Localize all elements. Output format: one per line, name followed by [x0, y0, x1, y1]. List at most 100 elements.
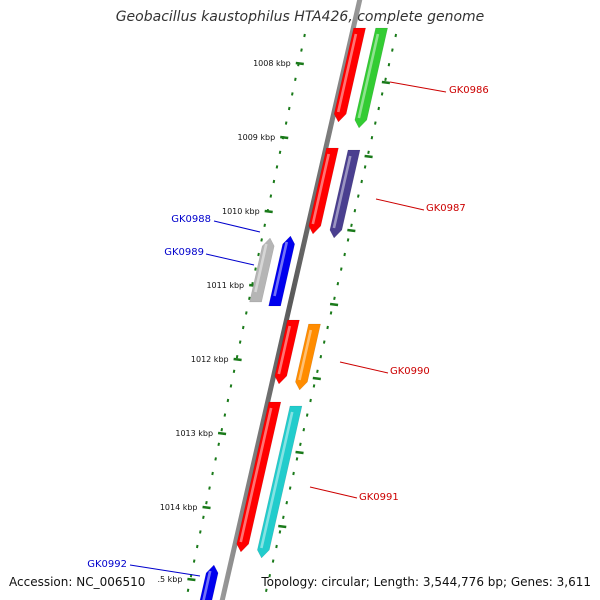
- outer-tick: [278, 530, 282, 534]
- major-tick: [381, 80, 391, 85]
- inner-tick: [214, 457, 217, 461]
- inner-tick: [217, 442, 220, 446]
- kbp-label: .5 kbp: [157, 575, 182, 584]
- inner-tick: [241, 325, 245, 330]
- cds-arrow-gk0987: [308, 147, 339, 235]
- gene-label-gk0988[interactable]: GK0988: [171, 214, 211, 225]
- inner-tick: [291, 92, 294, 96]
- outer-tick: [370, 136, 374, 140]
- outer-tick: [288, 486, 292, 490]
- outer-tick: [357, 194, 360, 198]
- outer-tick: [339, 267, 343, 271]
- major-tick: [217, 431, 227, 436]
- leader-line-gk0989: [205, 253, 255, 266]
- gene-arrow-gk0992: [199, 564, 219, 600]
- leader-line-gk0986: [389, 81, 447, 93]
- outer-tick: [343, 252, 346, 257]
- gene-label-gk0989[interactable]: GK0989: [164, 247, 204, 258]
- inner-tick: [300, 48, 303, 52]
- outer-tick: [394, 33, 398, 38]
- major-tick: [187, 577, 196, 582]
- outer-tick: [309, 398, 312, 403]
- cds-arrow-gk0986: [333, 27, 366, 123]
- outer-tick: [391, 48, 394, 52]
- inner-tick: [287, 106, 291, 111]
- outer-tick: [374, 121, 377, 125]
- inner-tick: [232, 369, 236, 373]
- outer-tick: [319, 355, 323, 359]
- kbp-label: 1010 kbp: [222, 207, 260, 216]
- outer-tick: [302, 428, 306, 432]
- tick-marks: [186, 33, 398, 592]
- outer-tick: [275, 544, 278, 549]
- cds-arrow-gk0990: [274, 319, 300, 385]
- outer-tick: [384, 77, 387, 81]
- inner-tick: [211, 471, 214, 476]
- inner-tick: [226, 398, 230, 403]
- outer-tick: [268, 574, 272, 578]
- outer-tick: [316, 369, 319, 373]
- inner-tick: [257, 252, 260, 257]
- gene-features: [199, 27, 388, 600]
- outer-tick: [363, 165, 367, 169]
- outer-tick: [380, 92, 384, 96]
- inner-tick: [199, 530, 202, 534]
- outer-tick: [265, 588, 268, 592]
- inner-tick: [263, 223, 266, 227]
- major-tick: [264, 209, 273, 214]
- gene-arrow-gk0988: [249, 237, 275, 303]
- gene-arrow-gk0990: [295, 323, 321, 391]
- leader-line-gk0990: [339, 361, 389, 374]
- outer-tick: [387, 63, 391, 67]
- gene-label-gk0992[interactable]: GK0992: [87, 559, 127, 570]
- inner-tick: [223, 413, 227, 417]
- backbone-line: [219, 0, 363, 600]
- inner-tick: [186, 588, 190, 592]
- outer-tick: [333, 296, 336, 300]
- gene-label-gk0991[interactable]: GK0991: [359, 492, 399, 503]
- inner-tick: [278, 150, 282, 154]
- genome-title: Geobacillus kaustophilus HTA426, complet…: [115, 9, 485, 25]
- outer-tick: [377, 106, 381, 111]
- gene-label-gk0986[interactable]: GK0986: [449, 85, 489, 96]
- gene-label-gk0987[interactable]: GK0987: [426, 203, 466, 214]
- major-tick: [202, 505, 211, 510]
- kbp-labels: 1008 kbp 1009 kbp 1010 kbp 1011 kbp 1012 kbp…: [157, 59, 290, 584]
- outer-tick: [271, 559, 275, 563]
- inner-tick: [269, 194, 273, 198]
- major-tick: [312, 376, 321, 381]
- outer-tick: [329, 311, 333, 315]
- outer-tick: [353, 209, 357, 213]
- outer-tick: [282, 515, 285, 519]
- outer-tick: [295, 457, 299, 461]
- kbp-label: 1008 kbp: [253, 59, 291, 68]
- gene-arrow-gk0986: [354, 27, 388, 129]
- inner-tick: [248, 296, 251, 300]
- major-tick: [278, 524, 287, 529]
- gene-arrow-gk0991: [257, 405, 303, 559]
- gene-arrow-gk0989: [268, 235, 295, 307]
- inner-tick: [275, 165, 279, 169]
- inner-tick: [202, 515, 205, 519]
- inner-tick: [254, 267, 257, 271]
- inner-tick: [294, 77, 297, 81]
- inner-tick: [260, 238, 263, 242]
- outer-tick: [312, 384, 316, 388]
- gene-label-gk0990[interactable]: GK0990: [390, 366, 430, 377]
- outer-tick: [350, 223, 353, 227]
- inner-tick: [220, 428, 224, 432]
- major-tick: [295, 61, 304, 66]
- inner-tick: [235, 355, 239, 359]
- inner-tick: [284, 121, 288, 125]
- major-tick: [364, 154, 373, 159]
- gene-labels: GK0986 GK0987 GK0988 GK0989 GK0990 GK0991 GK09…: [87, 81, 489, 577]
- kbp-label: 1009 kbp: [238, 133, 276, 142]
- inner-tick: [192, 559, 196, 563]
- inner-tick: [229, 384, 233, 388]
- inner-tick: [238, 340, 242, 344]
- inner-tick: [245, 311, 248, 315]
- leader-line-gk0988: [213, 220, 261, 233]
- outer-tick: [305, 413, 309, 417]
- kbp-label: 1013 kbp: [175, 429, 213, 438]
